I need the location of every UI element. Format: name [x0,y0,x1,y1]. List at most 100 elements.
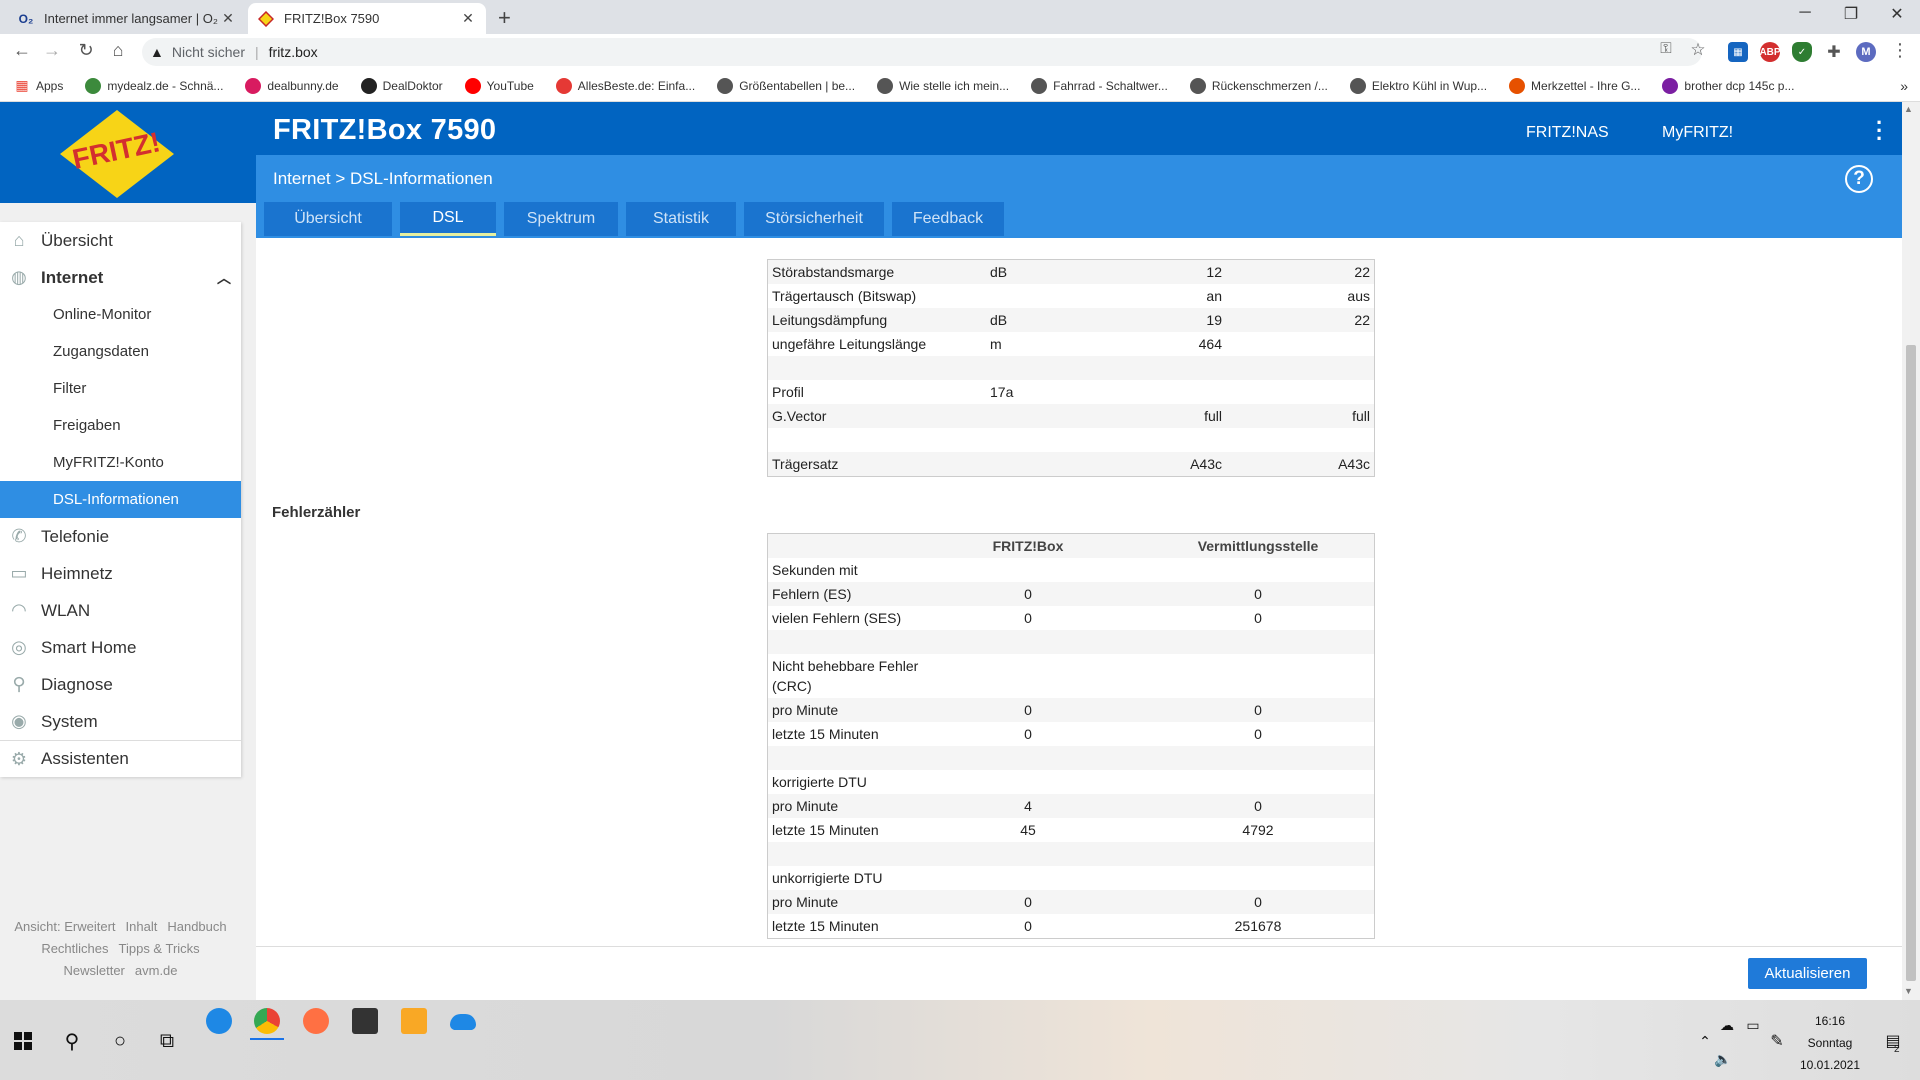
close-tab-icon[interactable]: ✕ [462,10,474,26]
table-header-row: FRITZ!Box Vermittlungsstelle [768,534,1374,558]
new-tab-icon[interactable]: + [498,5,511,30]
sidebar-item-heimnetz[interactable]: ▭ Heimnetz [0,555,241,592]
profile-avatar[interactable]: M [1856,42,1876,62]
tab-spektrum[interactable]: Spektrum [504,202,618,236]
sidebar-item-internet[interactable]: ◍ Internet ︿ [0,259,241,296]
table-row: Nicht behebbare Fehler (CRC) [768,654,1374,698]
bookmark-favicon-icon [877,77,894,94]
value-fritzbox: full [1204,408,1222,424]
sidebar-subitem-online-monitor[interactable]: Online-Monitor [53,306,152,323]
extensions-puzzle-icon[interactable]: ✚ [1827,44,1841,61]
bookmark-item[interactable]: Wie stelle ich mein... [877,77,1009,94]
close-window-icon[interactable]: ✕ [1890,6,1904,23]
fritz-nas-link[interactable]: FRITZ!NAS [1526,124,1609,141]
chrome-icon[interactable] [254,1008,280,1034]
sidebar-item-assistenten[interactable]: ⚙ Assistenten [0,740,241,777]
fritz-logo[interactable]: FRITZ! [58,108,176,200]
bookmark-item[interactable]: Merkzettel - Ihre G... [1509,77,1640,94]
value-fritzbox: an [1206,288,1222,304]
show-hidden-icons-icon[interactable]: ⌃ [1699,1032,1711,1049]
bookmark-item[interactable]: mydealz.de - Schnä... [85,77,223,94]
tab-dsl[interactable]: DSL [400,202,496,236]
tab-feedback[interactable]: Feedback [892,202,1004,236]
more-menu-icon[interactable]: · · · [1876,110,1884,151]
sidebar-item-system[interactable]: ◉ System [0,703,241,740]
extension-grid-icon[interactable]: ▦ [1728,42,1748,62]
sync-status-icon[interactable]: ☁ [1720,1016,1734,1033]
bookmark-item[interactable]: Fahrrad - Schaltwer... [1031,77,1168,94]
sidebar-subitem-freigaben[interactable]: Freigaben [53,417,121,434]
bookmark-star-icon[interactable]: ☆ [1690,40,1706,59]
notification-count: 2 [1894,1044,1900,1055]
bookmark-item[interactable]: AllesBeste.de: Einfa... [555,77,695,94]
sidebar-subitem-filter[interactable]: Filter [53,380,87,397]
reload-icon[interactable]: ↻ [78,40,94,60]
sidebar-subitem-zugangsdaten[interactable]: Zugangsdaten [53,343,149,360]
avm-link[interactable]: avm.de [134,963,178,978]
bookmark-item[interactable]: Größentabellen | be... [717,77,855,94]
browser-tab-o2[interactable]: O₂ Internet immer langsamer | O₂ C ✕ [8,3,246,34]
bookmark-item[interactable]: DealDoktor [360,77,443,94]
tab-statistik[interactable]: Statistik [626,202,736,236]
bookmark-favicon-icon [245,77,262,94]
tab-übersicht[interactable]: Übersicht [264,202,392,236]
bookmark-item[interactable]: ▦ Apps [14,77,63,94]
pen-icon[interactable]: ✎ [1770,1033,1784,1050]
tab-störsicherheit[interactable]: Störsicherheit [744,202,884,236]
sticky-notes-icon[interactable] [352,1008,378,1034]
legal-link[interactable]: Rechtliches [41,941,109,956]
bookmark-item[interactable]: brother dcp 145c p... [1662,77,1794,94]
firefox-icon[interactable] [303,1008,329,1034]
manual-link[interactable]: Handbuch [167,919,227,934]
view-mode-link[interactable]: Ansicht: Erweitert [14,919,116,934]
separator: | [255,44,259,60]
value-exchange: 0 [1254,586,1262,602]
home-icon[interactable]: ⌂ [112,40,124,60]
help-icon[interactable]: ? [1845,165,1873,193]
scrollbar-thumb[interactable] [1906,345,1916,981]
browser-tab-fritzbox[interactable]: FRITZ!Box 7590 ✕ [248,3,486,34]
task-view-icon[interactable]: ⧉ [159,1029,175,1052]
close-tab-icon[interactable]: ✕ [222,10,234,26]
sidebar-item-label: Diagnose [41,674,113,694]
search-icon[interactable]: ⚲ [64,1030,80,1053]
network-status-icon[interactable]: ▭ [1746,1016,1760,1033]
volume-icon[interactable]: 🔈 [1714,1050,1732,1067]
file-explorer-icon[interactable] [401,1008,427,1034]
sidebar-subitem-dsl-informationen[interactable]: DSL-Informationen [0,481,241,518]
scroll-up-icon[interactable]: ▲ [1904,104,1913,114]
sidebar-item-smart-home[interactable]: ◎ Smart Home [0,629,241,666]
bookmark-item[interactable]: YouTube [464,77,534,94]
back-icon[interactable]: ← [13,40,31,60]
windows-start-icon[interactable] [8,1026,38,1056]
shield-extension-icon[interactable]: ✓ [1792,42,1812,62]
cortana-icon[interactable]: ○ [113,1029,127,1052]
restore-icon[interactable]: ❐ [1843,6,1859,23]
bookmarks-overflow-icon[interactable]: » [1900,77,1908,94]
contents-link[interactable]: Inhalt [125,919,158,934]
onedrive-icon[interactable] [450,1014,476,1030]
refresh-button[interactable]: Aktualisieren [1748,958,1867,989]
edge-icon[interactable] [206,1008,232,1034]
chevron-up-icon[interactable]: ︿ [217,269,231,286]
sidebar-item-telefonie[interactable]: ✆ Telefonie [0,518,241,555]
browser-menu-icon[interactable]: ⋮ [1891,40,1909,60]
bookmark-item[interactable]: Elektro Kühl in Wup... [1349,77,1487,94]
forward-icon[interactable]: → [43,40,61,60]
minimize-icon[interactable]: ─ [1799,4,1811,21]
key-icon[interactable]: ⚿ [1660,40,1672,57]
newsletter-link[interactable]: Newsletter [63,963,125,978]
myfritz-link[interactable]: MyFRITZ! [1662,124,1734,141]
adblock-icon[interactable]: ABP [1759,42,1781,62]
scroll-down-icon[interactable]: ▼ [1904,986,1913,996]
bookmark-item[interactable]: dealbunny.de [245,77,339,94]
address-bar[interactable]: ▲ Nicht sicher | fritz.box [142,38,1702,66]
tips-link[interactable]: Tipps & Tricks [118,941,200,956]
system-clock[interactable]: 16:16 Sonntag 10.01.2021 [1790,1010,1870,1076]
sidebar-item-wlan[interactable]: ◠ WLAN [0,592,241,629]
bookmark-item[interactable]: Rückenschmerzen /... [1189,77,1328,94]
notification-center-icon[interactable]: ▤ [1885,1033,1901,1050]
sidebar-subitem-myfritz-konto[interactable]: MyFRITZ!-Konto [53,454,164,471]
sidebar-item-übersicht[interactable]: ⌂ Übersicht [0,222,241,259]
sidebar-item-diagnose[interactable]: ⚲ Diagnose [0,666,241,703]
